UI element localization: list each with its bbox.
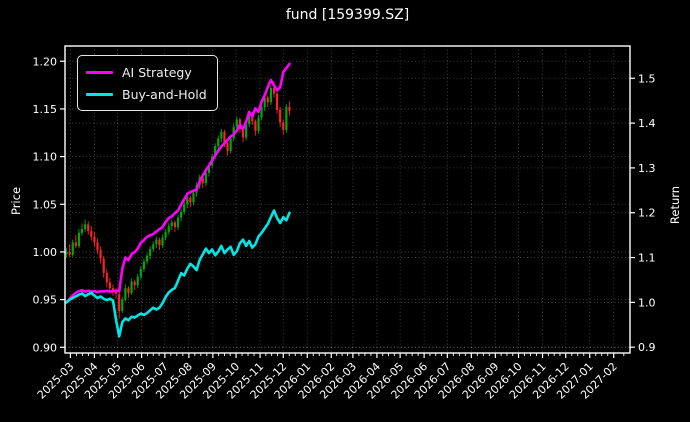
right-tick-label: 0.9 bbox=[638, 341, 656, 354]
candle-body bbox=[189, 197, 192, 203]
candle-body bbox=[127, 288, 130, 293]
left-tick-label: 0.90 bbox=[33, 341, 58, 354]
candle-body bbox=[170, 222, 173, 227]
candle-body bbox=[142, 261, 146, 270]
candle-body bbox=[272, 87, 276, 94]
candle-body bbox=[248, 113, 251, 125]
candle-body bbox=[223, 131, 226, 144]
candle-body bbox=[226, 143, 229, 151]
candle-body bbox=[176, 217, 180, 228]
candle-body bbox=[285, 107, 288, 130]
right-tick-label: 1.3 bbox=[638, 162, 656, 175]
legend-label-buy-and-hold: Buy-and-Hold bbox=[122, 86, 207, 102]
buy-and-hold-line-swatch bbox=[86, 92, 113, 96]
left-axis-label: Price bbox=[9, 186, 23, 216]
right-axis-label: Return bbox=[668, 185, 682, 225]
left-tick-label: 1.15 bbox=[33, 103, 58, 116]
candle-body bbox=[207, 165, 211, 173]
candle-body bbox=[158, 239, 161, 246]
candle-body bbox=[257, 117, 260, 131]
right-tick-label: 1.1 bbox=[638, 252, 656, 265]
candle-body bbox=[241, 128, 245, 138]
candle-body bbox=[201, 177, 204, 184]
candle-body bbox=[102, 258, 105, 273]
candle-body bbox=[136, 276, 139, 286]
candle-body bbox=[71, 242, 74, 255]
candle-body bbox=[220, 131, 223, 139]
candle-body bbox=[149, 249, 152, 256]
right-tick-label: 1.5 bbox=[638, 72, 656, 85]
candle-body bbox=[124, 288, 127, 300]
candle-body bbox=[266, 97, 269, 103]
right-tick-label: 1.4 bbox=[638, 117, 656, 130]
candle-body bbox=[269, 87, 272, 103]
right-tick-label: 1.0 bbox=[638, 296, 656, 309]
candle-body bbox=[254, 121, 257, 131]
left-tick-label: 1.10 bbox=[33, 151, 58, 164]
candle-body bbox=[152, 244, 155, 250]
candle-body bbox=[192, 192, 195, 203]
candle-body bbox=[217, 138, 220, 147]
candle-body bbox=[99, 250, 102, 259]
candle-body bbox=[118, 293, 121, 312]
candle-body bbox=[68, 251, 71, 255]
candle-body bbox=[93, 236, 96, 243]
candle-body bbox=[145, 255, 149, 262]
candle-body bbox=[288, 107, 291, 111]
candle-body bbox=[77, 232, 81, 247]
candle-body bbox=[87, 224, 90, 231]
candle-body bbox=[139, 269, 142, 277]
candle-body bbox=[167, 226, 170, 232]
candle-body bbox=[279, 109, 282, 123]
left-tick-label: 1.05 bbox=[33, 198, 58, 211]
candle-body bbox=[133, 281, 136, 286]
left-tick-label: 1.20 bbox=[33, 55, 58, 68]
legend: AI Strategy Buy-and-Hold bbox=[77, 55, 218, 111]
right-tick-label: 1.2 bbox=[638, 207, 656, 220]
candle-body bbox=[161, 237, 164, 246]
candle-body bbox=[186, 197, 189, 205]
candle-body bbox=[74, 242, 77, 247]
left-tick-label: 1.00 bbox=[33, 246, 58, 259]
candle-body bbox=[245, 124, 248, 138]
legend-label-ai-strategy: AI Strategy bbox=[122, 64, 192, 80]
chart-title: fund [159399.SZ] bbox=[285, 7, 410, 23]
ai-strategy-line-swatch bbox=[86, 70, 113, 74]
candle-body bbox=[130, 281, 133, 293]
candle-body bbox=[155, 239, 158, 245]
candle-body bbox=[282, 122, 285, 130]
candle-body bbox=[229, 138, 232, 151]
candle-body bbox=[164, 231, 167, 238]
candle-body bbox=[214, 146, 217, 157]
legend-item-buy-and-hold: Buy-and-Hold bbox=[86, 83, 207, 105]
candle-body bbox=[114, 291, 118, 294]
candle-body bbox=[65, 251, 68, 254]
candle-body bbox=[260, 107, 263, 118]
candle-body bbox=[80, 229, 84, 233]
candle-body bbox=[108, 282, 111, 289]
left-tick-label: 0.95 bbox=[33, 294, 58, 307]
candle-body bbox=[96, 242, 99, 251]
candle-body bbox=[84, 224, 87, 230]
series-line-ai-strategy bbox=[65, 62, 291, 304]
candle-body bbox=[263, 97, 266, 108]
candle-body bbox=[179, 211, 183, 218]
candle-body bbox=[105, 272, 108, 283]
candle-body bbox=[235, 119, 238, 128]
candle-body bbox=[121, 299, 124, 312]
legend-item-ai-strategy: AI Strategy bbox=[86, 61, 207, 83]
candle-body bbox=[183, 204, 186, 212]
series-line-buy-and-hold bbox=[65, 209, 291, 338]
candle-body bbox=[275, 93, 279, 110]
candle-body bbox=[173, 222, 177, 228]
candle-body bbox=[90, 230, 93, 237]
candle-body bbox=[204, 172, 207, 184]
